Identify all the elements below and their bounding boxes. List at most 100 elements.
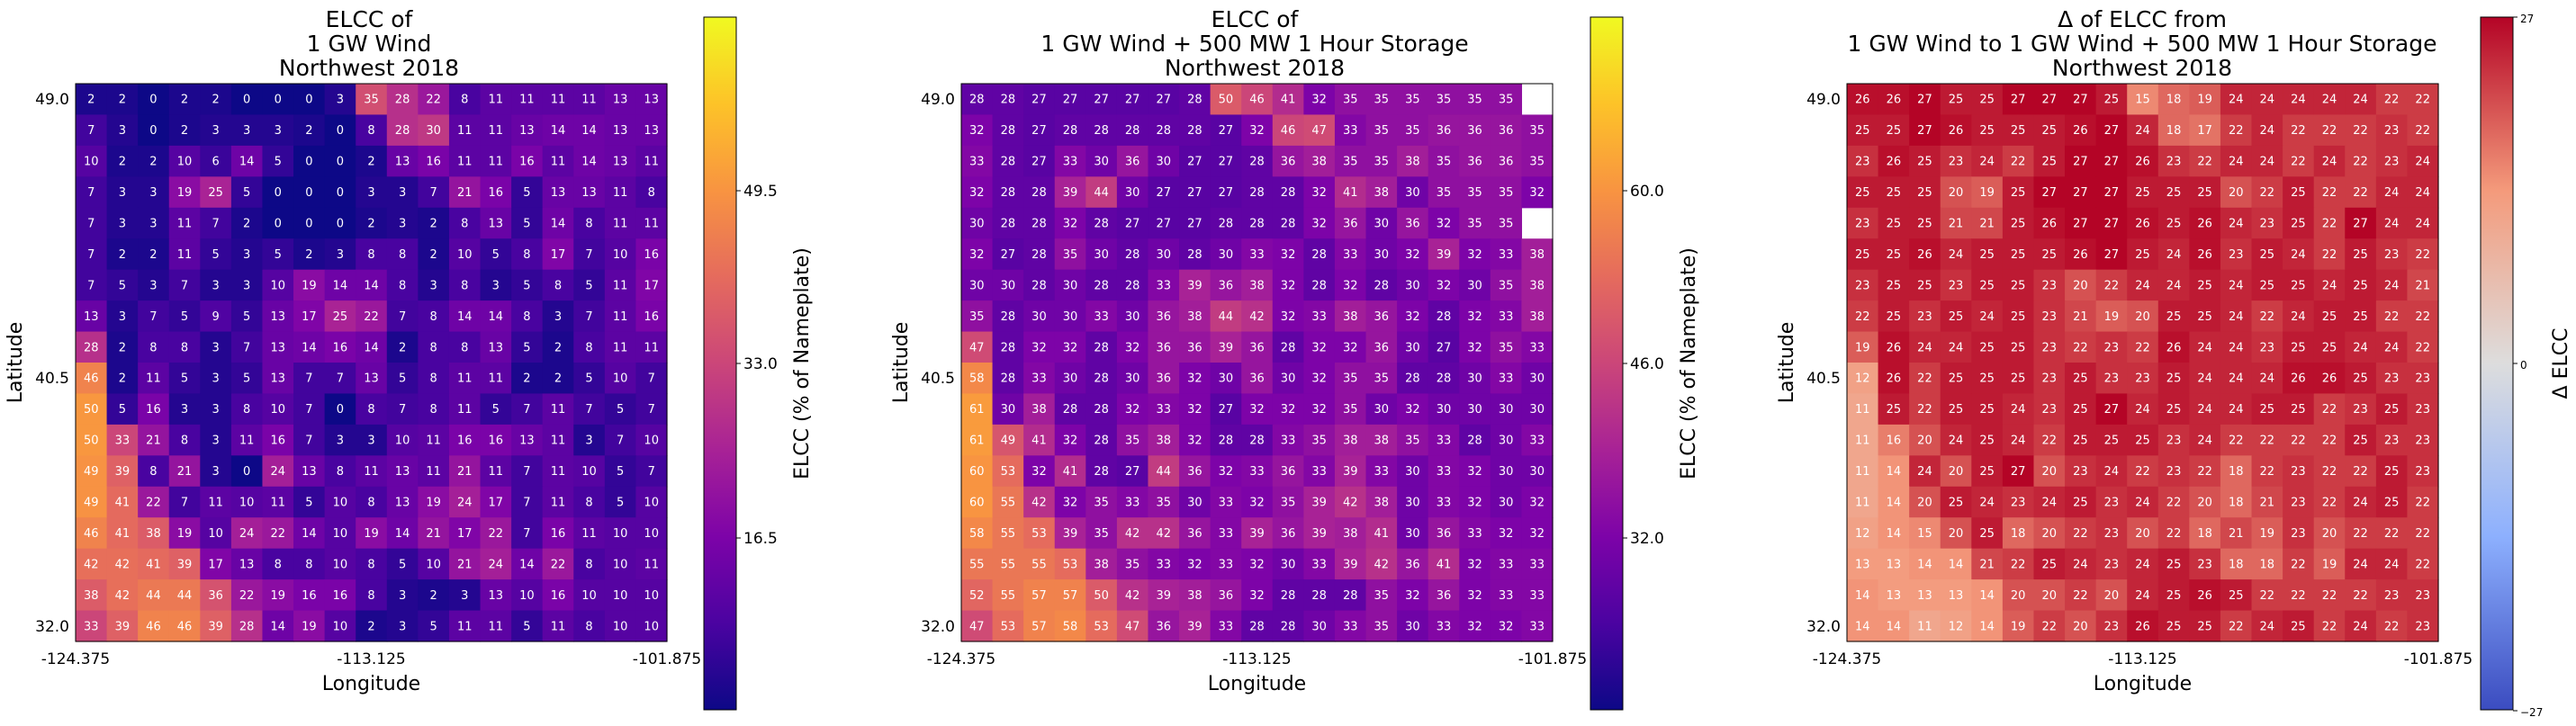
heatmap-cell-label: 27: [2073, 156, 2088, 169]
heatmap-cell-label: 57: [1031, 589, 1047, 603]
heatmap-cell: [1490, 486, 1523, 518]
heatmap-cell: [138, 610, 170, 642]
heatmap-cell: [1303, 363, 1336, 395]
heatmap-cell: [2033, 424, 2066, 456]
heatmap-cell-label: 41: [115, 527, 131, 541]
heatmap-cell-label: 42: [1343, 497, 1358, 510]
heatmap-cell-label: 22: [2353, 465, 2368, 479]
heatmap-cell: [76, 517, 108, 550]
heatmap-cell: [480, 455, 512, 488]
heatmap-cell: [2095, 176, 2128, 209]
heatmap-cell: [961, 363, 994, 395]
heatmap-cell: [138, 548, 170, 580]
heatmap-cell-label: 25: [1887, 218, 1902, 231]
heatmap-cell-label: 23: [2384, 156, 2400, 169]
heatmap-cell: [1179, 455, 1211, 488]
heatmap-cell-label: 23: [2041, 341, 2057, 354]
heatmap-cell: [1878, 363, 1910, 395]
heatmap-cell: [1334, 424, 1367, 456]
heatmap-cell-label: 0: [337, 403, 344, 417]
heatmap-cell: [1878, 548, 1910, 580]
heatmap-cell-label: 10: [613, 527, 628, 541]
heatmap-cell-label: 23: [2260, 341, 2275, 354]
heatmap-cell: [1148, 363, 1180, 395]
heatmap-cell-label: 42: [1249, 310, 1265, 324]
heatmap-cell-label: 7: [87, 248, 95, 262]
heatmap-cell: [2127, 363, 2159, 395]
heatmap-cell-label: 36: [1219, 279, 1234, 292]
heatmap-cell-label: 32: [1187, 403, 1202, 417]
heatmap-cell: [1334, 145, 1367, 177]
heatmap-cell: [2345, 393, 2377, 426]
heatmap-cell: [1241, 84, 1274, 116]
heatmap-cell: [2251, 424, 2283, 456]
heatmap-cell-label: 28: [1125, 124, 1140, 138]
heatmap-cell: [1148, 238, 1180, 271]
heatmap-cell: [2002, 269, 2035, 301]
heatmap-cell: [448, 363, 482, 395]
heatmap-cell: [511, 517, 544, 550]
heatmap-cell: [356, 84, 388, 116]
heatmap-cell: [1272, 424, 1304, 456]
heatmap-cell-label: 2: [212, 94, 219, 107]
heatmap-cell: [230, 145, 264, 177]
heatmap-cell-label: 7: [87, 186, 95, 200]
heatmap-cell: [992, 548, 1024, 580]
heatmap-cell-label: 24: [2353, 341, 2368, 354]
heatmap-cell: [262, 455, 294, 488]
heatmap-cell: [1521, 579, 1554, 612]
heatmap-cell-label: 8: [585, 497, 592, 510]
heatmap-cell: [2157, 331, 2190, 363]
heatmap-cell: [1428, 517, 1460, 550]
heatmap-cell-label: 14: [1979, 589, 1995, 603]
heatmap-cell-label: 28: [1281, 341, 1296, 354]
heatmap-cell-label: 2: [430, 589, 437, 603]
heatmap-cell-label: 58: [1063, 620, 1078, 633]
heatmap-cell-label: 21: [1979, 218, 1995, 231]
heatmap-cell-label: 30: [1063, 372, 1078, 386]
heatmap-cell: [2065, 363, 2097, 395]
heatmap-cell-label: 32: [1467, 620, 1482, 633]
heatmap-cell: [324, 114, 356, 147]
heatmap-cell: [2127, 455, 2159, 488]
heatmap-cell: [356, 424, 388, 456]
heatmap-cell-label: 0: [275, 218, 282, 231]
heatmap-cell-label: 22: [2260, 465, 2275, 479]
heatmap-cell: [2033, 238, 2066, 271]
heatmap-cell-label: 25: [2291, 186, 2306, 200]
heatmap-cell-label: 25: [2166, 620, 2182, 633]
heatmap-cell: [200, 610, 232, 642]
heatmap-cell: [961, 207, 994, 239]
heatmap-cell: [1397, 517, 1429, 550]
heatmap-cell: [1909, 84, 1941, 116]
heatmap-cell-label: 7: [181, 279, 188, 292]
heatmap-cell: [2189, 114, 2221, 147]
heatmap-cell-label: 14: [1855, 589, 1870, 603]
heatmap-cell: [168, 455, 201, 488]
heatmap-cell-label: 42: [1156, 527, 1171, 541]
heatmap-cell-label: 32: [969, 248, 985, 262]
heatmap-cell-label: 3: [430, 279, 437, 292]
heatmap-cell: [1272, 486, 1304, 518]
heatmap-cell: [200, 176, 232, 209]
heatmap-cell: [480, 300, 512, 333]
heatmap-cell: [1459, 486, 1491, 518]
heatmap-cell: [573, 84, 606, 116]
heatmap-cell: [2283, 176, 2315, 209]
heatmap-cell: [448, 238, 482, 271]
heatmap-cell-label: 28: [1281, 218, 1296, 231]
heatmap-cell-label: 11: [1917, 620, 1932, 633]
heatmap-cell-label: 23: [2415, 620, 2430, 633]
heatmap-cell: [1085, 363, 1118, 395]
heatmap-cell-label: 22: [2260, 435, 2275, 448]
heatmap-cell: [2189, 176, 2221, 209]
heatmap-cell-label: 25: [2291, 341, 2306, 354]
heatmap-cell-label: 35: [1499, 341, 1514, 354]
heatmap-cell-label: 25: [1855, 248, 1870, 262]
panel-3-cbar-tick-mid: 0: [2520, 359, 2527, 372]
heatmap-cell: [1116, 486, 1149, 518]
heatmap-cell: [2345, 300, 2377, 333]
heatmap-cell: [2157, 486, 2190, 518]
heatmap-cell: [2407, 424, 2439, 456]
panel-2-cbar-tick-bottom: 32.0: [1630, 530, 1664, 548]
